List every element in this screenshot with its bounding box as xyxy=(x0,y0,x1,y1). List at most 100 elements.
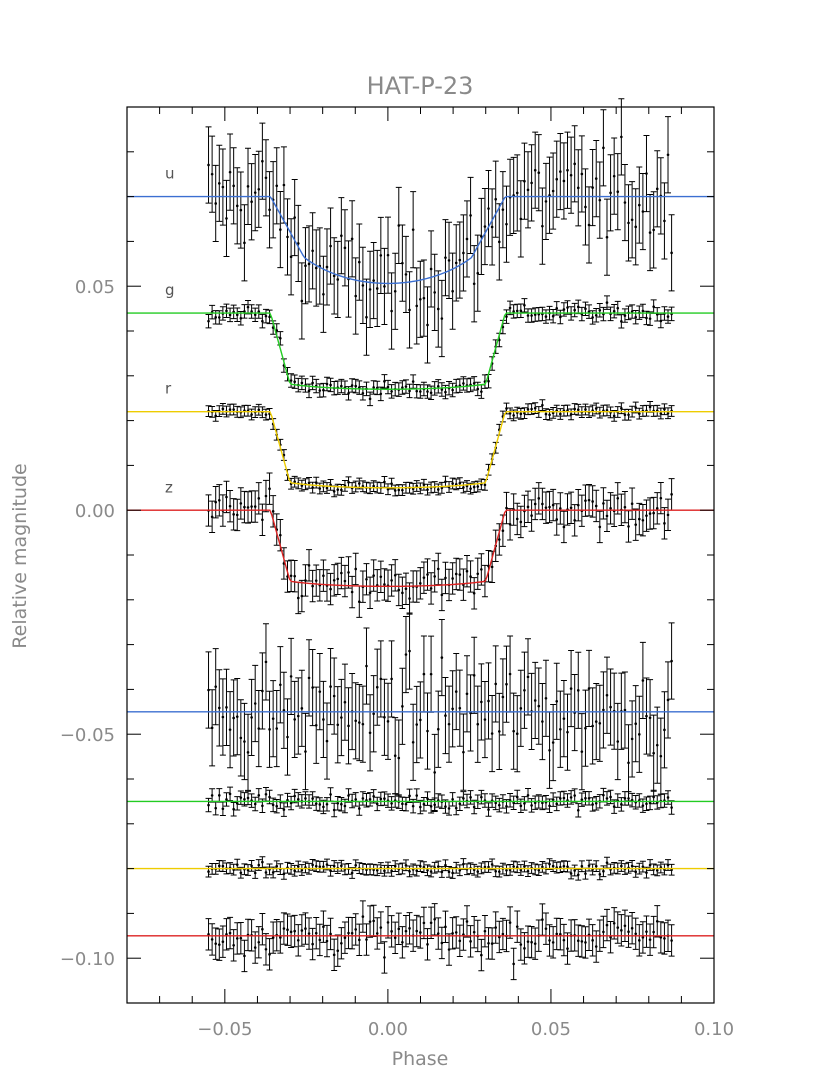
residual-3-point xyxy=(257,940,261,944)
band-u-point xyxy=(375,287,379,290)
band-z-point xyxy=(598,525,602,529)
residual-0-point xyxy=(433,771,436,774)
band-g-point xyxy=(444,390,447,394)
band-z-point xyxy=(296,596,300,600)
residual-2-point xyxy=(253,871,257,875)
band-z-point xyxy=(544,506,548,510)
residual-0-point xyxy=(584,726,587,730)
residual-1-point xyxy=(562,796,566,800)
band-r-point xyxy=(300,484,304,487)
band-u-point xyxy=(311,249,314,253)
band-u-point xyxy=(207,163,210,167)
band-g-point xyxy=(523,303,526,307)
band-r-point xyxy=(232,408,235,411)
residual-0-point xyxy=(580,750,584,753)
band-u-point xyxy=(250,200,253,204)
residual-1-point xyxy=(666,796,670,799)
residual-3-point xyxy=(271,936,275,939)
band-z-point xyxy=(383,583,386,586)
band-z-point xyxy=(555,518,559,521)
residual-3-point xyxy=(548,939,551,942)
residual-3-point xyxy=(264,947,268,951)
residual-1-point xyxy=(296,798,300,801)
residual-0-point xyxy=(275,727,279,730)
residual-0-point xyxy=(357,721,361,724)
band-z-point xyxy=(451,577,454,580)
residual-0-point xyxy=(508,672,512,676)
band-u-point xyxy=(404,273,408,276)
residual-0-point xyxy=(519,707,523,710)
residual-3-point xyxy=(612,921,616,925)
band-z-point xyxy=(605,514,609,518)
residual-1-point xyxy=(623,797,627,800)
residual-1-point xyxy=(429,805,433,808)
residual-0-point xyxy=(641,679,645,682)
band-r-point xyxy=(264,413,268,416)
residual-3-point xyxy=(566,947,569,950)
band-g-point xyxy=(512,310,515,313)
residual-0-point xyxy=(659,754,663,758)
residual-0-point xyxy=(336,723,340,727)
residual-0-point xyxy=(447,722,451,726)
residual-0-point xyxy=(566,730,569,734)
band-g-point xyxy=(544,315,548,318)
residual-3-point xyxy=(670,939,673,942)
residual-1-point xyxy=(408,794,411,798)
band-u-point xyxy=(279,228,282,231)
band-g-point xyxy=(235,313,239,317)
band-r-point xyxy=(436,488,440,491)
residual-0-point xyxy=(368,731,372,735)
band-u-point xyxy=(559,170,562,173)
band-g-point xyxy=(318,389,322,392)
band-g-point xyxy=(476,387,480,391)
residual-3-point xyxy=(296,938,300,942)
band-z-point xyxy=(637,517,641,521)
residual-3-point xyxy=(652,930,655,934)
residual-3-point xyxy=(663,937,666,940)
band-g-point xyxy=(390,390,393,393)
band-z-point xyxy=(314,579,318,582)
x-tick-label: 0.10 xyxy=(694,1019,734,1040)
band-z-point xyxy=(340,571,343,575)
band-g-point xyxy=(311,381,314,385)
band-z-point xyxy=(253,505,257,508)
band-z-point xyxy=(497,538,501,541)
band-g-point xyxy=(243,310,246,313)
residual-0-point xyxy=(422,672,426,676)
band-u-point xyxy=(293,216,296,219)
residual-1-point xyxy=(541,801,544,805)
band-u-point xyxy=(307,262,311,266)
residual-1-point xyxy=(462,797,465,800)
residual-0-point xyxy=(329,685,332,688)
band-u-point xyxy=(354,294,358,298)
band-z-point xyxy=(307,564,311,567)
residual-1-point xyxy=(519,804,523,808)
residual-2-point xyxy=(246,868,250,872)
band-g-point xyxy=(530,314,533,317)
residual-3-point xyxy=(580,940,584,943)
band-u-point xyxy=(286,235,289,239)
residual-0-point xyxy=(268,728,271,731)
residual-0-point xyxy=(411,740,415,744)
residual-2-point xyxy=(393,864,397,868)
band-u-point xyxy=(569,173,573,177)
band-g-point xyxy=(451,388,454,392)
residual-2-point xyxy=(541,865,544,869)
residual-0-point xyxy=(670,659,673,663)
band-z-point xyxy=(372,574,375,577)
band-u-point xyxy=(605,235,609,239)
residual-1-point xyxy=(257,794,261,797)
band-z-point xyxy=(526,505,530,509)
band-u-point xyxy=(670,251,673,255)
band-u-point xyxy=(314,266,318,270)
residual-3-point xyxy=(207,932,210,936)
residual-1-point xyxy=(559,797,562,800)
band-u-point xyxy=(458,258,462,262)
band-z-point xyxy=(569,506,573,510)
residual-3-point xyxy=(408,927,411,930)
residual-1-point xyxy=(357,807,361,810)
band-g-point xyxy=(612,309,616,313)
band-g-point xyxy=(594,313,598,317)
residual-0-point xyxy=(415,723,419,726)
